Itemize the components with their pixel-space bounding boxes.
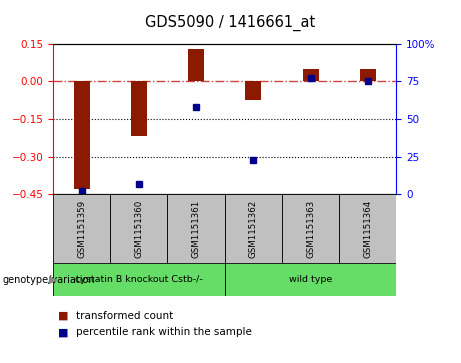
Text: GSM1151361: GSM1151361 [192, 200, 201, 258]
Text: GSM1151362: GSM1151362 [249, 200, 258, 258]
Bar [245, 81, 261, 100]
Bar [53, 194, 110, 263]
Text: GSM1151359: GSM1151359 [77, 200, 86, 258]
Bar [131, 81, 147, 136]
Text: cystatin B knockout Cstb-/-: cystatin B knockout Cstb-/- [75, 275, 203, 284]
Bar [339, 194, 396, 263]
Bar [110, 194, 167, 263]
Text: GSM1151360: GSM1151360 [134, 200, 143, 258]
Bar [360, 69, 376, 81]
Bar [167, 194, 225, 263]
Bar [53, 263, 225, 296]
Text: ■: ■ [58, 327, 68, 337]
Text: wild type: wild type [289, 275, 332, 284]
Bar [302, 69, 319, 81]
Text: ▶: ▶ [49, 274, 58, 285]
Text: ■: ■ [58, 311, 68, 321]
Text: percentile rank within the sample: percentile rank within the sample [76, 327, 252, 337]
Text: GSM1151364: GSM1151364 [363, 200, 372, 258]
Text: GDS5090 / 1416661_at: GDS5090 / 1416661_at [145, 15, 316, 31]
Bar [225, 263, 396, 296]
Bar [225, 194, 282, 263]
Text: transformed count: transformed count [76, 311, 173, 321]
Text: genotype/variation: genotype/variation [2, 274, 95, 285]
Bar [282, 194, 339, 263]
Text: GSM1151363: GSM1151363 [306, 200, 315, 258]
Bar [74, 81, 89, 189]
Bar [188, 49, 204, 81]
